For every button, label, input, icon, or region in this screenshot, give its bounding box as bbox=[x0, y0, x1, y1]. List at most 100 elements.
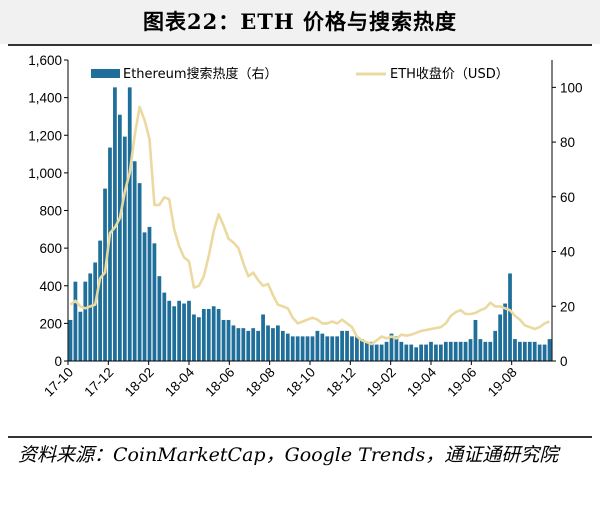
search-heat-bar bbox=[330, 336, 335, 361]
search-heat-bar bbox=[276, 325, 280, 361]
x-axis-tick-label: 19-02 bbox=[364, 365, 399, 400]
x-axis-tick-label: 19-04 bbox=[404, 364, 439, 399]
search-heat-bar bbox=[177, 300, 181, 361]
right-axis-tick-label: 80 bbox=[560, 135, 575, 150]
search-heat-bar bbox=[345, 330, 349, 361]
search-heat-bar bbox=[498, 314, 503, 361]
search-heat-bar bbox=[493, 330, 498, 361]
search-heat-bar bbox=[478, 339, 483, 361]
x-axis-tick-label: 19-06 bbox=[444, 365, 479, 400]
x-axis-tick-label: 18-04 bbox=[162, 364, 197, 399]
search-heat-bar bbox=[463, 341, 468, 361]
legend-line-label: ETH收盘价（USD） bbox=[390, 66, 509, 82]
search-heat-bar bbox=[518, 341, 522, 361]
search-heat-bar bbox=[147, 226, 152, 361]
search-heat-bar bbox=[325, 336, 330, 361]
search-heat-bar bbox=[350, 336, 354, 361]
search-heat-bar bbox=[290, 336, 295, 361]
left-axis-tick-label: 600 bbox=[39, 241, 62, 256]
search-heat-bar bbox=[132, 161, 137, 361]
search-heat-bar bbox=[364, 341, 369, 361]
search-heat-bar bbox=[532, 341, 537, 361]
search-heat-bar bbox=[473, 319, 478, 361]
search-heat-bar bbox=[201, 309, 206, 361]
search-heat-bar bbox=[206, 309, 211, 361]
search-heat-bar bbox=[108, 147, 112, 361]
legend-bar-swatch bbox=[91, 69, 120, 78]
left-axis-tick-label: 0 bbox=[54, 354, 62, 369]
search-heat-bar bbox=[340, 330, 344, 361]
search-heat-bar bbox=[315, 330, 320, 361]
search-heat-bar bbox=[320, 333, 325, 361]
search-heat-bar bbox=[434, 344, 438, 361]
search-heat-bar bbox=[537, 344, 542, 361]
search-heat-bar bbox=[78, 311, 83, 361]
search-heat-bar bbox=[68, 319, 73, 361]
search-heat-bar bbox=[394, 336, 399, 361]
search-heat-bar bbox=[261, 314, 265, 361]
search-heat-bar bbox=[127, 87, 132, 362]
search-heat-bar bbox=[172, 306, 177, 361]
search-heat-bar bbox=[236, 328, 241, 361]
search-heat-bar bbox=[93, 262, 98, 361]
search-heat-bar bbox=[513, 339, 517, 361]
left-axis-tick-label: 1,200 bbox=[28, 128, 62, 143]
search-heat-bar bbox=[280, 330, 285, 361]
search-heat-bar bbox=[122, 136, 127, 361]
search-heat-bar bbox=[157, 276, 162, 361]
source-note: 资料来源：CoinMarketCap，Google Trends，通证通研究院 bbox=[18, 444, 559, 466]
search-heat-bar bbox=[305, 336, 310, 361]
search-heat-bar bbox=[98, 240, 102, 361]
search-heat-bar bbox=[448, 341, 453, 361]
left-axis-tick-label: 1,000 bbox=[28, 166, 62, 181]
search-heat-bar bbox=[374, 344, 379, 361]
search-heat-bar bbox=[167, 300, 172, 361]
search-heat-bar bbox=[547, 339, 552, 361]
search-heat-bar bbox=[295, 336, 300, 361]
search-heat-bar bbox=[414, 347, 419, 361]
search-heat-bar bbox=[216, 309, 221, 361]
search-heat-bar bbox=[419, 344, 423, 361]
search-heat-bar bbox=[88, 273, 93, 361]
search-heat-bar bbox=[251, 328, 256, 361]
chart-legend: Ethereum搜索热度（右） ETH收盘价（USD） bbox=[91, 66, 509, 82]
search-heat-bar bbox=[162, 292, 167, 361]
search-heat-bar bbox=[182, 303, 186, 361]
x-axis-tick-label: 18-02 bbox=[122, 365, 157, 400]
search-heat-bar bbox=[404, 344, 409, 361]
x-axis-tick-label: 17-12 bbox=[81, 365, 116, 400]
x-axis-tick-label: 18-12 bbox=[323, 365, 358, 400]
search-heat-bar bbox=[468, 339, 473, 361]
search-heat-bar bbox=[310, 336, 315, 361]
search-heat-bar bbox=[266, 325, 270, 361]
title-divider bbox=[8, 44, 592, 46]
search-heat-bar bbox=[142, 232, 147, 361]
search-heat-bar bbox=[285, 333, 290, 361]
search-heat-bar bbox=[359, 339, 364, 361]
legend-bar-label: Ethereum搜索热度（右） bbox=[123, 66, 278, 82]
search-heat-bar bbox=[503, 303, 507, 361]
left-axis-tick-label: 200 bbox=[39, 316, 62, 331]
x-axis-tick-label: 18-08 bbox=[243, 365, 278, 400]
search-heat-bar bbox=[508, 273, 512, 361]
search-heat-bar bbox=[226, 319, 231, 361]
right-axis-tick-label: 40 bbox=[560, 245, 575, 260]
search-heat-bar bbox=[369, 341, 374, 361]
search-heat-bar bbox=[483, 341, 488, 361]
x-axis-tick-label: 19-08 bbox=[485, 365, 520, 400]
search-heat-bar bbox=[527, 341, 532, 361]
search-heat-bar bbox=[399, 341, 404, 361]
search-heat-bar bbox=[335, 336, 340, 361]
x-axis-tick-label: 17-10 bbox=[41, 365, 76, 400]
search-heat-bar bbox=[443, 341, 448, 361]
search-heat-bar bbox=[453, 341, 458, 361]
search-heat-bar bbox=[522, 341, 527, 361]
x-axis-tick-label: 18-06 bbox=[202, 365, 237, 400]
search-heat-bar bbox=[152, 243, 157, 361]
search-heat-bar bbox=[231, 325, 236, 361]
left-axis-tick-label: 400 bbox=[39, 279, 62, 294]
search-heat-bar bbox=[300, 336, 305, 361]
x-axis-tick-label: 18-10 bbox=[283, 365, 318, 400]
right-axis-tick-label: 100 bbox=[560, 80, 583, 95]
search-heat-bar bbox=[355, 336, 359, 361]
